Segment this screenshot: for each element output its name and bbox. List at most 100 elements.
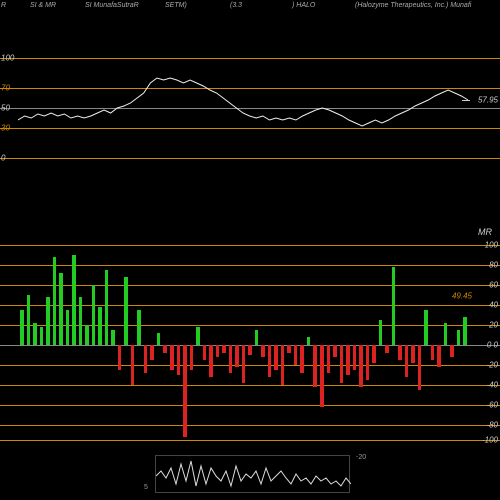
axis-label: 0 (1, 154, 5, 163)
bar (144, 345, 148, 373)
bar (313, 345, 317, 387)
bar (457, 330, 461, 345)
bar (287, 345, 291, 353)
bar (183, 345, 187, 437)
bar (229, 345, 233, 373)
bar (85, 325, 89, 345)
bar (450, 345, 454, 357)
mini-line (156, 456, 351, 494)
mini-label: -20 (356, 454, 366, 461)
bar (248, 345, 252, 355)
bar (294, 345, 298, 365)
bar (274, 345, 278, 370)
bar (137, 310, 141, 345)
rsi-panel: 100705030057.95 (0, 58, 500, 168)
bar (366, 345, 370, 380)
bar (431, 345, 435, 360)
bar (379, 320, 383, 345)
bar (105, 270, 109, 345)
bar (203, 345, 207, 360)
bar (320, 345, 324, 407)
axis-label: 70 (1, 84, 10, 93)
header-text: (3.3 (230, 2, 242, 9)
header-text: ) HALO (292, 2, 315, 9)
bar (463, 317, 467, 345)
axis-label: -60 (486, 401, 498, 410)
bar (385, 345, 389, 353)
bar (20, 310, 24, 345)
bar (53, 257, 57, 345)
bar (281, 345, 285, 385)
axis-label: 50 (1, 104, 10, 113)
bar (235, 345, 239, 367)
bar (353, 345, 357, 370)
mini-label: 5 (144, 484, 148, 491)
bar (98, 307, 102, 345)
bar (177, 345, 181, 375)
bar (372, 345, 376, 363)
header-text: SI MunafaSutraR (85, 2, 139, 9)
bar (59, 273, 63, 345)
bar (79, 297, 83, 345)
bar (411, 345, 415, 363)
mr-bar-panel: MR100806040200 0-20-40-60-80-10049.45 (0, 245, 500, 440)
header-text: (Halozyme Therapeutics, Inc.) Munafi (355, 2, 471, 9)
bar (92, 285, 96, 345)
bar (437, 345, 441, 367)
bar (418, 345, 422, 390)
bar (170, 345, 174, 370)
bar (157, 333, 161, 345)
bar (359, 345, 363, 387)
bar (268, 345, 272, 377)
mini-oscillator-panel: -205 (155, 455, 350, 493)
axis-label: 30 (1, 124, 10, 133)
bar (392, 267, 396, 345)
bar (124, 277, 128, 345)
bar (33, 323, 37, 345)
bar (196, 327, 200, 345)
bar (27, 295, 31, 345)
bar (307, 337, 311, 345)
bar (346, 345, 350, 375)
bar (327, 345, 331, 373)
axis-label: 20 (489, 321, 498, 330)
bar (300, 345, 304, 373)
bar (40, 327, 44, 345)
axis-label: 40 (489, 301, 498, 310)
bar (163, 345, 167, 353)
axis-label: -80 (486, 421, 498, 430)
axis-label: 100 (1, 54, 14, 63)
bar (216, 345, 220, 357)
bar (118, 345, 122, 370)
axis-label: 60 (489, 281, 498, 290)
chart-header: R SI & MR SI MunafaSutraR SETM) (3.3 ) HALO (H… (0, 2, 500, 14)
bars-container (20, 245, 470, 440)
axis-label: 80 (489, 261, 498, 270)
bar (222, 345, 226, 353)
axis-label: -40 (486, 381, 498, 390)
bar (66, 310, 70, 345)
gridline (0, 440, 500, 441)
bar (398, 345, 402, 360)
axis-label: 100 (485, 241, 498, 250)
axis-label: -100 (482, 436, 498, 445)
bar (261, 345, 265, 357)
bar (333, 345, 337, 357)
axis-label: -20 (486, 361, 498, 370)
current-value: 57.95 (478, 96, 498, 105)
bar (242, 345, 246, 383)
header-text: SI & MR (30, 2, 56, 9)
axis-label: 0 0 (487, 341, 498, 350)
bar (424, 310, 428, 345)
bar (111, 330, 115, 345)
bar (72, 255, 76, 345)
bar (255, 330, 259, 345)
bar (405, 345, 409, 377)
header-text: SETM) (165, 2, 187, 9)
mr-label: MR (478, 227, 492, 237)
header-text: R (1, 2, 6, 9)
bar (150, 345, 154, 360)
bar (190, 345, 194, 370)
rsi-line (18, 58, 488, 168)
bar (209, 345, 213, 377)
